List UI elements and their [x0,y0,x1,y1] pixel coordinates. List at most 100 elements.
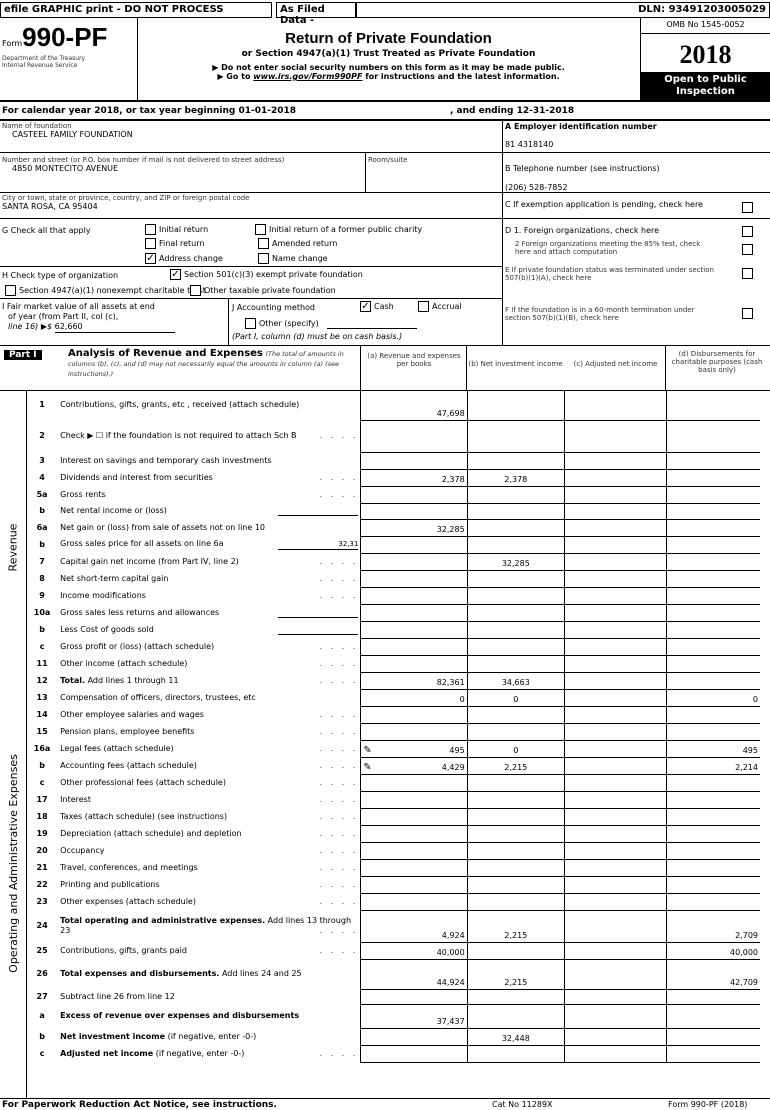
checkbox[interactable] [258,238,269,249]
col-a-value [360,791,468,809]
col-a-value [360,587,468,605]
col-b-value: 2,215 [466,910,565,943]
checkbox[interactable] [145,238,156,249]
checkbox-checked[interactable]: ✓ [170,269,181,280]
j-cash[interactable]: ✓ Cash [360,301,394,312]
h-4947[interactable]: Section 4947(a)(1) nonexempt charitable … [5,285,206,296]
foundation-name: CASTEEL FAMILY FOUNDATION [12,130,133,139]
leader-dots: . . . . [319,556,359,566]
leader-dots: . . . . [319,658,359,668]
col-d-value: 42,709 [666,959,760,990]
line-text: Depreciation (attach schedule) and deple… [60,828,242,838]
checkbox[interactable] [258,253,269,264]
checkbox[interactable] [190,285,201,296]
line-label: Total expenses and disbursements. Add li… [58,959,361,989]
ein: 81 4318140 [505,140,554,149]
option-label: Other taxable private foundation [204,286,336,295]
amount: 32,285 [436,524,465,534]
table-row: 14 Other employee salaries and wages . . … [0,706,760,724]
table-row: 23 Other expenses (attach schedule) . . .… [0,893,760,911]
line-text: Net rental income or (loss) [60,506,167,515]
table-row: b Net investment income (if negative, ent… [0,1028,760,1046]
amount: 2,214 [735,762,758,772]
table-row: 15 Pension plans, employee benefits . . .… [0,723,760,741]
option-label: Cash [374,302,394,311]
line-label: Legal fees (attach schedule) . . . . [58,740,361,757]
line-number: 11 [36,658,48,668]
attachment-icon[interactable]: ✎ [363,761,372,773]
line-label: Taxes (attach schedule) (see instruction… [58,808,361,825]
col-a-value [360,842,468,860]
line-number: 3 [39,455,45,465]
col-c-value [563,959,667,990]
col-c-value [563,587,667,605]
c-exemption-pending: C If exemption application is pending, c… [505,200,703,209]
col-d-value [666,655,760,673]
line-label: Total operating and administrative expen… [58,910,361,942]
line-number: 7 [39,556,45,566]
option-label: Address change [159,254,223,263]
checkbox[interactable] [418,301,429,312]
col-a-value [360,503,468,520]
attachment-icon[interactable]: ✎ [363,744,372,756]
col-d-value [666,587,760,605]
c-checkbox[interactable] [742,202,753,213]
f-checkbox[interactable] [742,308,753,319]
col-b-value [466,420,565,453]
j-accrual[interactable]: Accrual [418,301,462,312]
checkbox-checked[interactable]: ✓ [360,301,371,312]
line-label: Less Cost of goods sold [58,621,361,638]
line-text: Gross rents [60,489,106,499]
line-label: Contributions, gifts, grants paid . . . … [58,942,361,959]
checkbox[interactable] [145,224,156,235]
e-checkbox[interactable] [742,268,753,279]
h-501c3[interactable]: ✓ Section 501(c)(3) exempt private founda… [170,269,363,280]
leader-dots: . . . . [319,794,359,804]
h-other-taxable[interactable]: Other taxable private foundation [190,285,336,296]
irs-link[interactable]: www.irs.gov/Form990PF [253,72,363,81]
d2-checkbox[interactable] [742,244,753,255]
g-address-change[interactable]: ✓ Address change [145,253,223,264]
g-amended-return[interactable]: Amended return [258,238,337,249]
col-b-value: 2,378 [466,469,565,487]
checkbox[interactable] [245,318,256,329]
g-final-return[interactable]: Final return [145,238,204,249]
col-d-value: 40,000 [666,942,760,960]
city-label: City or town, state or province, country… [2,194,250,202]
amount: 32,285 [501,558,530,568]
header-center: Return of Private Foundation or Section … [137,30,640,81]
line-label: Net gain or (loss) from sale of assets n… [58,519,361,536]
line-text: Occupancy [60,845,105,855]
checkbox[interactable] [5,285,16,296]
col-b-value [466,452,565,470]
d1-checkbox[interactable] [742,226,753,237]
part1-table: 1 Contributions, gifts, grants, etc , rec… [0,390,760,1063]
amount: 32,448 [501,1033,530,1043]
checkbox[interactable] [255,224,266,235]
col-b-value: 2,215 [466,757,565,775]
line-text: Adjusted net income (if negative, enter … [60,1048,245,1058]
line-text: Less Cost of goods sold [60,624,154,634]
amount: 2,709 [735,930,758,940]
line-number: 27 [36,991,48,1001]
checkbox-checked[interactable]: ✓ [145,253,156,264]
j-other[interactable]: Other (specify) [245,318,417,329]
g-initial-return[interactable]: Initial return [145,224,208,235]
col-a-value [360,1028,468,1046]
g-name-change[interactable]: Name change [258,253,328,264]
leader-dots: . . . . [319,879,359,889]
col-c-value [563,825,667,843]
leader-dots: . . . . [319,709,359,719]
line-text: Income modifications [60,590,146,600]
room-label: Room/suite [368,156,408,164]
col-d-value [666,774,760,792]
leader-dots: . . . . [319,1048,359,1058]
col-a-value [360,723,468,741]
g-initial-former-charity[interactable]: Initial return of a former public charit… [255,224,422,235]
efile-banner: efile GRAPHIC print - DO NOT PROCESS [0,2,272,18]
leader-dots: . . . . [319,573,359,583]
col-b-value [466,876,565,894]
line-label: Travel, conferences, and meetings . . . … [58,859,361,876]
line-text: Pension plans, employee benefits [60,726,195,736]
other-specify-field[interactable] [326,319,417,329]
